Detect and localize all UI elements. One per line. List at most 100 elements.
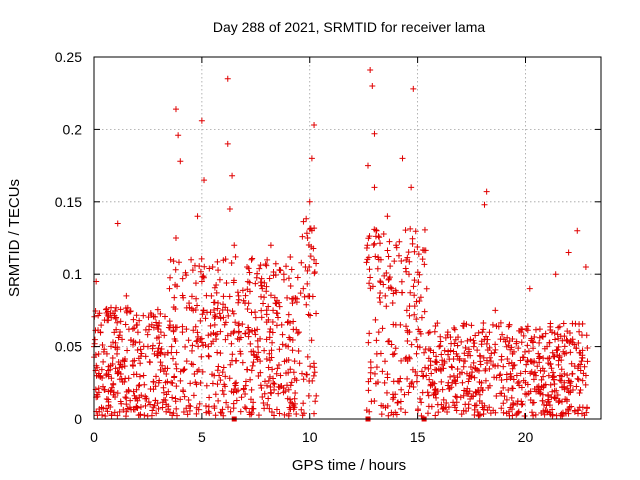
data-point [280, 389, 287, 396]
data-point [366, 330, 373, 337]
data-point [462, 344, 469, 351]
data-point [310, 245, 317, 252]
data-point [460, 407, 467, 414]
data-point [306, 378, 313, 385]
data-point [449, 364, 456, 371]
data-point [271, 386, 278, 393]
data-point [211, 405, 218, 412]
data-point [503, 396, 510, 403]
data-point [403, 323, 410, 330]
data-point [391, 258, 398, 265]
data-point [374, 265, 381, 272]
data-point [366, 266, 373, 273]
x-axis-label: GPS time / hours [292, 457, 406, 474]
data-point [380, 230, 387, 237]
data-point [208, 292, 215, 299]
data-point [231, 380, 238, 387]
data-point [311, 364, 318, 371]
data-point [212, 412, 219, 419]
data-point [154, 352, 161, 359]
data-point [199, 273, 206, 280]
data-point [295, 329, 302, 336]
data-point [513, 372, 520, 379]
x-tick-label: 10 [302, 429, 318, 445]
data-point [539, 397, 546, 404]
data-point [189, 342, 196, 349]
data-point [535, 350, 542, 357]
data-point [564, 385, 571, 392]
data-point [216, 310, 223, 317]
data-point [223, 399, 230, 406]
data-point [420, 373, 427, 380]
data-point [408, 184, 415, 191]
data-point [287, 406, 294, 413]
data-point [285, 275, 292, 282]
data-point [91, 336, 98, 343]
data-point [298, 406, 305, 413]
data-point [473, 389, 480, 396]
data-point [140, 312, 147, 319]
data-point [199, 368, 206, 375]
data-point [222, 319, 229, 326]
data-point [412, 228, 419, 235]
data-point [399, 155, 406, 162]
data-point [416, 271, 423, 278]
data-point [225, 312, 232, 319]
data-point [366, 280, 373, 287]
data-point [166, 324, 173, 331]
data-point [255, 412, 262, 419]
data-point [433, 353, 440, 360]
data-point [285, 311, 292, 318]
data-point [385, 285, 392, 292]
data-point [494, 362, 501, 369]
data-point [285, 386, 292, 393]
data-point [276, 346, 283, 353]
data-point [248, 367, 255, 374]
data-point [371, 130, 378, 137]
data-point [530, 412, 537, 419]
data-point [135, 382, 142, 389]
data-point [392, 287, 399, 294]
data-point [198, 255, 205, 262]
data-point [134, 329, 141, 336]
data-point [376, 294, 383, 301]
data-point [480, 354, 487, 361]
data-point [311, 270, 318, 277]
data-point [378, 411, 385, 418]
data-point [306, 198, 313, 205]
data-point [105, 396, 112, 403]
data-point [230, 389, 237, 396]
data-point [563, 350, 570, 357]
data-point [181, 393, 188, 400]
data-point [164, 378, 171, 385]
data-point [310, 372, 317, 379]
data-point [364, 162, 371, 169]
data-point [278, 321, 285, 328]
data-point [505, 323, 512, 330]
data-point [497, 371, 504, 378]
data-point [418, 412, 425, 419]
data-point [265, 364, 272, 371]
data-point [454, 365, 461, 372]
data-point [308, 155, 315, 162]
data-point [105, 373, 112, 380]
data-point [365, 387, 372, 394]
data-point [428, 403, 435, 410]
data-point [367, 274, 374, 281]
data-point [409, 379, 416, 386]
data-point [172, 281, 179, 288]
data-point [247, 340, 254, 347]
data-point [257, 369, 264, 376]
data-point [560, 411, 567, 418]
data-point [307, 312, 314, 319]
data-point [237, 408, 244, 415]
data-point [510, 376, 517, 383]
data-point [556, 323, 563, 330]
data-point [263, 311, 270, 318]
data-point [201, 177, 208, 184]
data-point [263, 262, 270, 269]
data-point [198, 353, 205, 360]
data-point [245, 265, 252, 272]
data-point [186, 304, 193, 311]
data-point [510, 348, 517, 355]
